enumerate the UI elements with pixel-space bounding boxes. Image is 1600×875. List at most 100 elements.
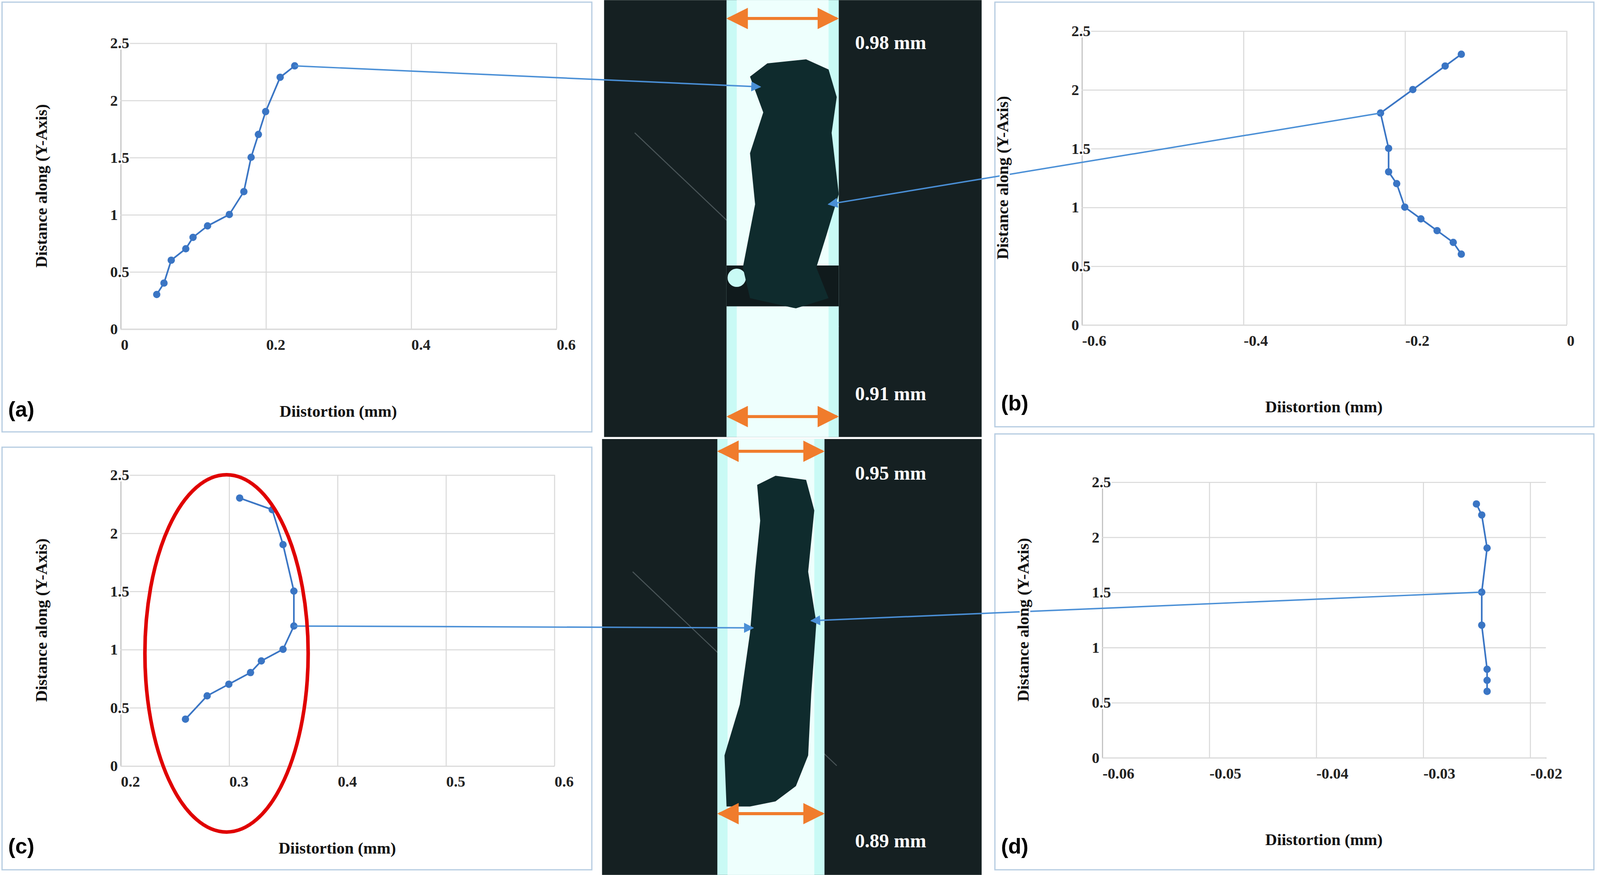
tick: [265, 42, 267, 329]
data-point: [181, 715, 190, 723]
data-point: [257, 657, 265, 665]
grid-line: [120, 707, 555, 709]
photo: 0.95 mm0.89 mm: [602, 438, 982, 875]
y-axis: [1102, 482, 1547, 758]
data-line: [1380, 54, 1462, 255]
plot-data: [1376, 50, 1466, 258]
tick-label: 0: [1091, 748, 1100, 766]
tick-label-holder: -0.05: [1209, 764, 1242, 782]
chart-texts: 0.20.30.40.50.600.511.522.5Diistortion (…: [8, 466, 574, 858]
tick-label: 1.5: [110, 582, 130, 600]
tick-label: 0: [110, 320, 118, 338]
leader-arrow: [811, 591, 1482, 621]
width-label: 0.95 mm: [855, 462, 927, 484]
panel-frame: [994, 2, 1594, 427]
highlight-ellipse: [144, 474, 309, 832]
tick-label: 0.2: [266, 335, 286, 353]
tick-label: 0.5: [1091, 693, 1112, 711]
tick: [120, 765, 555, 767]
grid-line: [120, 42, 557, 44]
chart-panel: [2, 446, 592, 870]
tick-label-holder: 0.6: [556, 335, 576, 353]
photos-layer: 0.98 mm0.91 mm0.95 mm0.89 mm: [602, 0, 982, 875]
tick-label-holder: 0.2: [266, 335, 286, 353]
tick: [120, 214, 557, 216]
tick-label-holder: 1.5: [110, 148, 130, 166]
tick: [1208, 481, 1210, 758]
tick-labels: 00.20.40.6: [120, 335, 576, 353]
tick-label-holder: 0: [1071, 316, 1080, 334]
tick: [1102, 537, 1547, 538]
tick-label: 1: [1071, 198, 1080, 216]
data-point: [1401, 203, 1409, 211]
x-axis-title: Diistortion (mm): [1265, 830, 1383, 849]
tick-label-holder: -0.03: [1423, 764, 1456, 782]
tick: [1081, 30, 1567, 32]
tick-label-holder: 0.4: [411, 335, 431, 353]
y-axis: [120, 475, 555, 766]
data-point: [1483, 665, 1491, 673]
width-arrow: [719, 811, 823, 815]
tick: [120, 99, 557, 101]
chart-panel: [994, 2, 1594, 427]
tick-label-holder: 0.2: [120, 772, 141, 790]
data-point: [1483, 544, 1491, 552]
data-point: [225, 680, 233, 688]
data-point: [225, 210, 233, 218]
plot-data: [152, 62, 299, 298]
data-point: [235, 494, 244, 502]
tick-label: 0.5: [446, 772, 466, 790]
grid-line: [1081, 148, 1567, 149]
grid-line: [556, 42, 558, 329]
width-label: 0.91 mm: [855, 382, 927, 405]
tick: [1315, 481, 1317, 758]
tick-label-holder: 1.5: [1091, 583, 1112, 601]
grid-line: [1081, 206, 1567, 208]
grid-line: [1315, 481, 1317, 758]
data-point: [279, 645, 287, 653]
axis-line: [120, 475, 122, 766]
photo-blob: [742, 59, 839, 309]
tick-label-holder: 1: [110, 640, 118, 658]
tick-label-holder: 2.5: [1091, 473, 1112, 491]
tick-label: -0.02: [1530, 764, 1563, 782]
panel-frame: [994, 433, 1594, 870]
tick-label: -0.6: [1082, 331, 1107, 349]
data-point: [1409, 85, 1417, 93]
tick: [337, 474, 339, 766]
data-point: [261, 107, 269, 116]
data-point: [279, 540, 287, 548]
x-axis-title: Diistortion (mm): [279, 401, 397, 421]
charts-layer: [2, 2, 1595, 870]
tick-label: -0.2: [1405, 331, 1430, 349]
tick-label-holder: -0.2: [1405, 331, 1430, 349]
tick: [1081, 89, 1567, 91]
tick-label: 2: [110, 524, 118, 542]
tick-label-holder: -0.6: [1082, 331, 1107, 349]
tick-labels: -0.06-0.05-0.04-0.03-0.02: [1102, 764, 1563, 782]
data-point: [1472, 500, 1481, 508]
x-axis: [1102, 481, 1547, 758]
data-point: [1478, 621, 1486, 629]
axis-line: [1081, 31, 1083, 326]
tick-label: 2.5: [1071, 22, 1091, 40]
tick-label: 0.5: [110, 263, 130, 281]
tick: [228, 474, 230, 766]
tick-label: 0.5: [1071, 257, 1091, 275]
tick-label: 0: [110, 756, 118, 774]
tick-label: 0.4: [411, 335, 431, 353]
tick: [410, 42, 412, 329]
tick-label: 0.2: [120, 772, 141, 790]
tick: [1566, 30, 1568, 325]
tick: [120, 157, 557, 159]
tick: [554, 474, 555, 766]
grid-line: [1081, 324, 1567, 326]
tick-label-holder: 0.5: [1071, 257, 1091, 275]
grid-line: [1208, 481, 1210, 758]
photo-ground: [603, 0, 982, 437]
tick-labels: 0.20.30.40.50.6: [120, 772, 574, 790]
figure: 0.98 mm0.91 mm0.95 mm0.89 mm00.20.40.600…: [0, 0, 1600, 875]
chart-texts: -0.6-0.4-0.2000.511.522.5Diistortion (mm…: [993, 22, 1575, 416]
tick: [556, 42, 558, 329]
grid-line: [1102, 537, 1547, 538]
